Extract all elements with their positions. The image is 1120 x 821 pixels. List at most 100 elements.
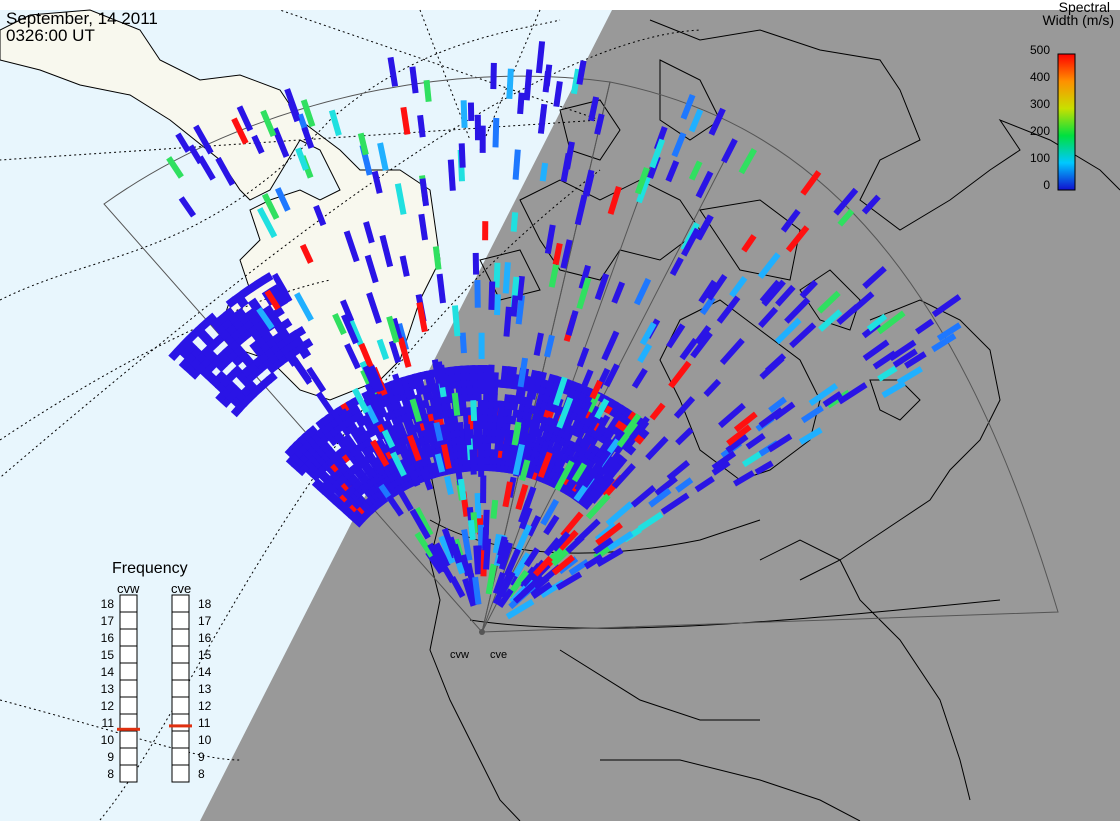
- echo-cell: [474, 280, 481, 308]
- echo-cell: [376, 338, 390, 361]
- echo-cell: [370, 439, 390, 467]
- echo-cell: [695, 170, 714, 199]
- echo-cell: [837, 208, 855, 227]
- echo-cell: [515, 388, 526, 398]
- echo-cell: [447, 536, 462, 564]
- frequency-scale-label-left: 10: [100, 733, 114, 747]
- echo-cell: [497, 536, 508, 557]
- echo-cell: [741, 234, 757, 253]
- frequency-cell: [171, 645, 190, 664]
- echo-cell: [478, 445, 485, 477]
- echo-cell: [607, 186, 622, 215]
- echo-cell: [451, 392, 461, 416]
- echo-cell: [280, 318, 293, 330]
- frequency-scale-label-left: 8: [107, 767, 114, 781]
- frequency-scale-label-right: 13: [198, 682, 212, 696]
- echo-cell: [588, 96, 600, 122]
- echo-cell: [472, 252, 480, 275]
- echo-cell: [236, 105, 254, 132]
- echo-cell: [648, 487, 672, 508]
- frequency-radar-cvw: cvw: [117, 581, 140, 596]
- echo-cell: [757, 252, 781, 279]
- echo-cell: [230, 385, 243, 398]
- echo-cell: [548, 264, 560, 288]
- echo-cell: [552, 242, 563, 266]
- echo-cell: [272, 306, 285, 318]
- echo-cell: [497, 588, 514, 609]
- echo-cell: [251, 303, 264, 316]
- echo-cell: [340, 299, 355, 323]
- echo-cell: [881, 380, 906, 399]
- frequency-cell: [119, 730, 138, 749]
- echo-cell: [568, 558, 590, 576]
- echo-cell: [390, 451, 407, 477]
- echo-cell: [306, 425, 319, 438]
- echo-cell: [653, 126, 668, 151]
- echo-cell: [799, 279, 818, 299]
- echo-cell: [537, 451, 553, 479]
- echo-cell: [261, 192, 280, 220]
- echo-cell: [733, 411, 758, 433]
- echo-cell: [494, 294, 501, 316]
- echo-cell: [560, 511, 584, 538]
- frequency-cell: [171, 662, 190, 681]
- colorbar-tick-label: 100: [1029, 151, 1050, 165]
- echo-cell: [523, 547, 540, 568]
- echo-cell: [576, 60, 587, 85]
- echo-cell: [876, 310, 906, 335]
- echo-cell: [490, 62, 497, 90]
- colorbar-tick-label: 300: [1029, 97, 1050, 111]
- echo-cell: [260, 109, 277, 137]
- echo-cell: [577, 400, 593, 423]
- echo-cell: [234, 307, 247, 320]
- frequency-scale-label-right: 15: [198, 648, 212, 662]
- frequency-panel: [117, 594, 192, 783]
- echo-cell: [417, 114, 426, 138]
- echo-cell: [215, 156, 236, 187]
- time-label: 0326:00 UT: [6, 26, 95, 45]
- echo-cell: [583, 173, 595, 197]
- station-label-cve: cve: [490, 649, 507, 661]
- echo-cell: [754, 460, 774, 476]
- echo-cell: [525, 383, 536, 406]
- echo-cell: [527, 412, 542, 443]
- echo-cell: [418, 449, 430, 461]
- echo-cell: [554, 460, 575, 492]
- frequency-scale-label-right: 16: [198, 631, 212, 645]
- echo-cell: [232, 344, 245, 357]
- frequency-cell: [171, 713, 190, 732]
- echo-cell: [510, 212, 519, 232]
- echo-cell: [611, 463, 636, 489]
- echo-cell: [433, 542, 451, 568]
- echo-cell: [732, 470, 755, 487]
- frequency-title: Frequency: [112, 560, 188, 577]
- echo-cell: [602, 428, 615, 440]
- frequency-cell: [171, 594, 190, 613]
- echo-cell: [544, 334, 555, 358]
- echo-cell: [274, 187, 291, 212]
- frequency-cell: [119, 645, 138, 664]
- echo-cell: [580, 498, 593, 510]
- frequency-scale-label-right: 9: [198, 750, 205, 764]
- echo-cell: [877, 365, 898, 382]
- echo-cell: [251, 134, 265, 155]
- echo-cell: [580, 369, 594, 390]
- echo-cell: [265, 371, 278, 384]
- echo-cell: [205, 350, 218, 363]
- frequency-cell: [171, 696, 190, 715]
- frequency-cell: [119, 628, 138, 647]
- echo-cell: [377, 142, 389, 171]
- frequency-cell: [171, 679, 190, 698]
- echo-cell: [837, 382, 868, 405]
- echo-cell: [565, 310, 579, 336]
- echo-cell: [576, 277, 592, 310]
- echo-cell: [555, 571, 583, 591]
- echo-cell: [800, 405, 824, 424]
- echo-cell: [668, 360, 692, 389]
- echo-cell: [291, 335, 304, 348]
- echo-cell: [418, 213, 429, 241]
- echo-cell: [272, 127, 290, 158]
- echo-cell: [558, 529, 579, 551]
- echo-cell: [433, 421, 444, 442]
- echo-cell: [473, 427, 483, 437]
